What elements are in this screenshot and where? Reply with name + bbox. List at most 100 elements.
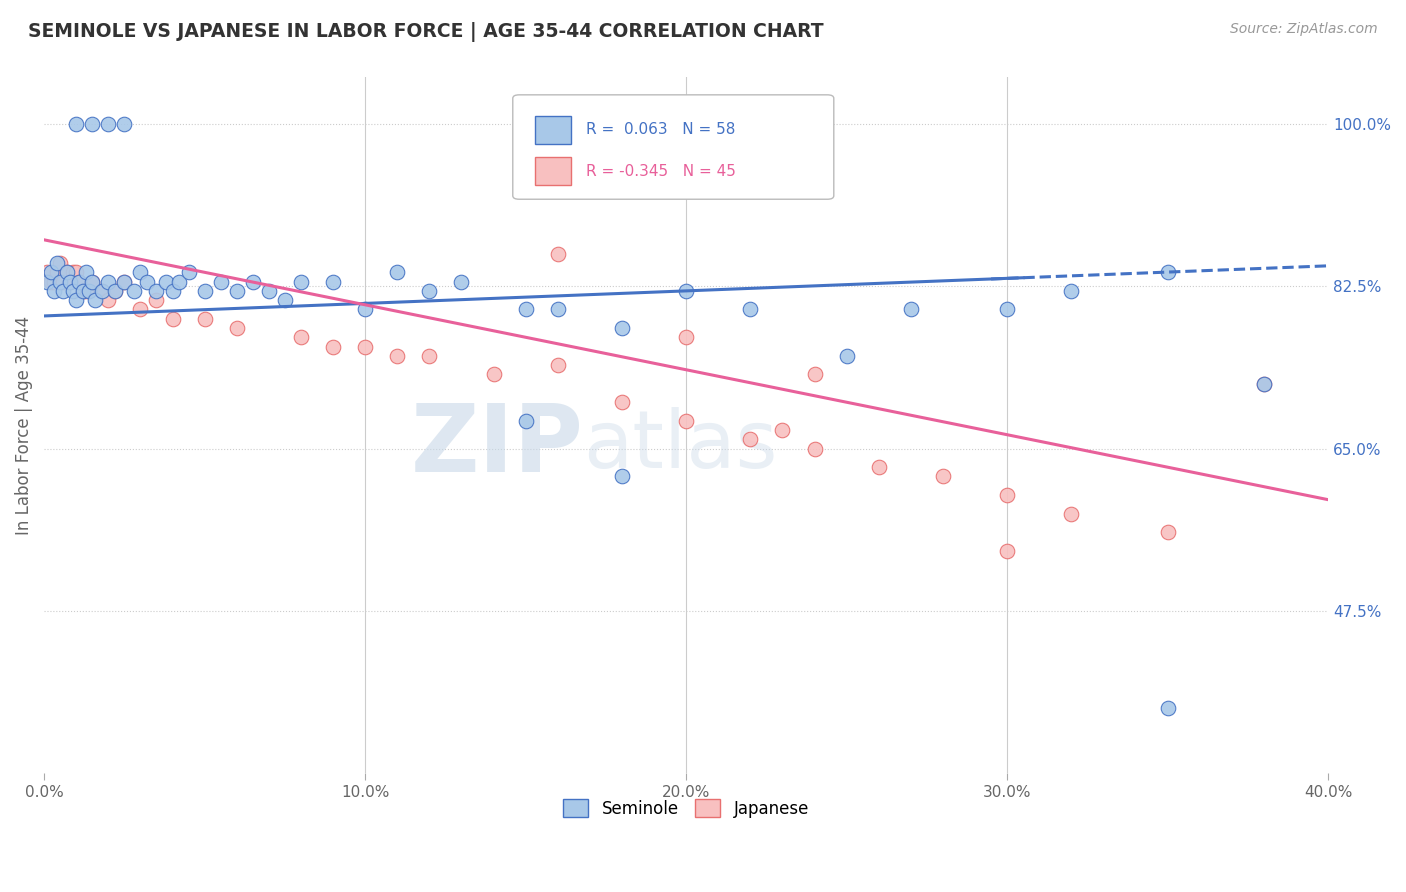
Point	[55, 265, 77, 279]
Point	[90, 284, 112, 298]
Point	[75, 284, 97, 298]
Point	[97, 117, 120, 131]
Point	[46, 265, 69, 279]
Point	[52, 275, 75, 289]
Point	[84, 293, 107, 307]
Point	[995, 543, 1018, 558]
Point	[418, 284, 440, 298]
Point	[482, 368, 505, 382]
Point	[675, 414, 697, 428]
Point	[167, 275, 190, 289]
Point	[257, 284, 280, 298]
Point	[37, 265, 59, 279]
Point	[65, 117, 87, 131]
Point	[112, 275, 135, 289]
Point	[39, 265, 62, 279]
Point	[932, 469, 955, 483]
Point	[65, 265, 87, 279]
Point	[65, 293, 87, 307]
Point	[49, 275, 72, 289]
Point	[46, 256, 69, 270]
Point	[75, 265, 97, 279]
Point	[515, 414, 537, 428]
Point	[42, 284, 65, 298]
Point	[155, 275, 177, 289]
Point	[740, 302, 762, 317]
Point	[82, 275, 104, 289]
Point	[290, 330, 312, 344]
Text: R =  0.063   N = 58: R = 0.063 N = 58	[586, 122, 735, 137]
Point	[49, 256, 72, 270]
FancyBboxPatch shape	[513, 95, 834, 199]
Point	[1060, 507, 1083, 521]
Point	[39, 275, 62, 289]
Point	[515, 302, 537, 317]
Point	[418, 349, 440, 363]
Point	[274, 293, 297, 307]
Point	[177, 265, 200, 279]
Y-axis label: In Labor Force | Age 35-44: In Labor Force | Age 35-44	[15, 316, 32, 535]
Point	[162, 284, 184, 298]
Point	[900, 302, 922, 317]
Point	[1156, 525, 1178, 540]
Point	[322, 275, 344, 289]
Point	[675, 284, 697, 298]
Point	[194, 311, 217, 326]
Point	[354, 302, 377, 317]
Point	[835, 349, 858, 363]
Point	[547, 302, 569, 317]
Point	[1060, 284, 1083, 298]
Point	[59, 275, 82, 289]
Point	[145, 293, 167, 307]
Point	[62, 265, 84, 279]
Point	[37, 275, 59, 289]
Point	[55, 265, 77, 279]
Bar	[534, 158, 571, 186]
Point	[104, 284, 127, 298]
Point	[547, 358, 569, 372]
Point	[242, 275, 264, 289]
Point	[62, 284, 84, 298]
Point	[67, 275, 90, 289]
Point	[122, 284, 145, 298]
Point	[610, 395, 633, 409]
Point	[112, 117, 135, 131]
Text: R = -0.345   N = 45: R = -0.345 N = 45	[586, 164, 735, 179]
Point	[59, 275, 82, 289]
Point	[675, 330, 697, 344]
Point	[225, 321, 247, 335]
Point	[104, 284, 127, 298]
Text: ZIP: ZIP	[411, 401, 583, 492]
Point	[547, 246, 569, 260]
Point	[1156, 701, 1178, 715]
Point	[90, 284, 112, 298]
Point	[770, 423, 793, 437]
Point	[129, 265, 152, 279]
Point	[72, 284, 94, 298]
Point	[740, 433, 762, 447]
Point	[162, 311, 184, 326]
Point	[290, 275, 312, 289]
Text: SEMINOLE VS JAPANESE IN LABOR FORCE | AGE 35-44 CORRELATION CHART: SEMINOLE VS JAPANESE IN LABOR FORCE | AG…	[28, 22, 824, 42]
Point	[209, 275, 232, 289]
Bar	[534, 116, 571, 144]
Point	[194, 284, 217, 298]
Point	[868, 460, 890, 475]
Point	[72, 284, 94, 298]
Point	[135, 275, 157, 289]
Point	[82, 117, 104, 131]
Point	[97, 293, 120, 307]
Point	[803, 368, 825, 382]
Point	[1156, 265, 1178, 279]
Point	[82, 275, 104, 289]
Point	[1253, 376, 1275, 391]
Point	[387, 349, 409, 363]
Point	[354, 340, 377, 354]
Point	[387, 265, 409, 279]
Point	[112, 275, 135, 289]
Point	[610, 469, 633, 483]
Point	[145, 284, 167, 298]
Point	[322, 340, 344, 354]
Point	[995, 302, 1018, 317]
Text: atlas: atlas	[583, 408, 778, 485]
